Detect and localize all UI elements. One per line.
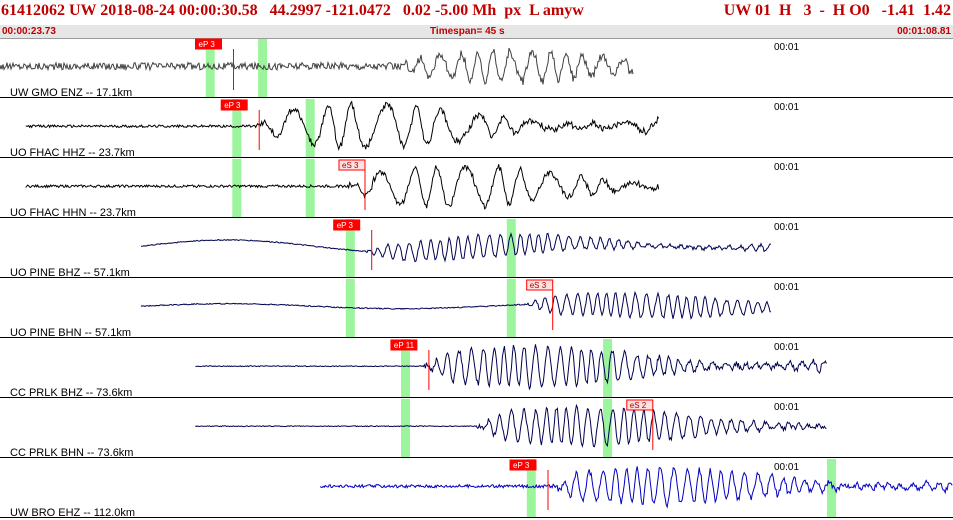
- end-time: 00:01:08.81: [897, 26, 951, 37]
- channel-label: UO FHAC HHN -- 23.7km: [10, 207, 136, 219]
- minute-tick-label: 00:01: [774, 282, 799, 293]
- seismic-trace: [0, 47, 634, 86]
- pick-window: [305, 99, 315, 158]
- seismic-trace: [195, 403, 827, 448]
- pick-label-box[interactable]: [526, 279, 554, 291]
- pick-label: eP 11: [394, 341, 415, 350]
- trace-panel[interactable]: eP 3 00:01 UW BRO EHZ -- 112.0km: [0, 459, 953, 519]
- seismic-trace: [195, 344, 827, 391]
- seismic-trace: [140, 290, 772, 320]
- seismogram-panels[interactable]: eP 3 00:01 UW GMO ENZ -- 17.1km eP 3 00:01 UO…: [0, 38, 953, 520]
- trace-panel[interactable]: eS 3 00:01 UO FHAC HHN -- 23.7km: [0, 159, 953, 219]
- start-time: 00:00:23.73: [2, 26, 56, 37]
- channel-info-line: UW 01 H 3 - H O0 -1.41 1.42: [723, 2, 951, 19]
- trace-panel[interactable]: eS 3 00:01 UO PINE BHN -- 57.1km: [0, 279, 953, 339]
- trace-panel[interactable]: eP 3 00:01 UO PINE BHZ -- 57.1km: [0, 219, 953, 279]
- pick-window: [827, 459, 836, 518]
- pick-window: [305, 159, 315, 218]
- pick-label: eP 3: [224, 101, 241, 110]
- trace-panel[interactable]: eP 3 00:01 UW GMO ENZ -- 17.1km: [0, 38, 953, 99]
- pick-label: eS 3: [342, 161, 359, 170]
- event-info-line: 61412062 UW 2018-08-24 00:00:30.58 44.29…: [1, 2, 584, 19]
- trace-panel[interactable]: eP 11 00:01 CC PRLK BHZ -- 73.6km: [0, 339, 953, 399]
- pick-window: [603, 339, 613, 398]
- seismic-trace: [25, 164, 660, 210]
- pick-window: [603, 399, 613, 458]
- timespan-label: Timespan= 45 s: [430, 26, 505, 37]
- pick-label: eS 2: [630, 401, 647, 410]
- channel-label: UO PINE BHN -- 57.1km: [10, 327, 131, 339]
- minute-tick-label: 00:01: [774, 102, 799, 113]
- timespan-bar: 00:00:23.73 Timespan= 45 s 00:01:08.81: [0, 25, 953, 39]
- event-header: 61412062 UW 2018-08-24 00:00:30.58 44.29…: [0, 0, 953, 25]
- pick-window: [205, 39, 215, 98]
- minute-tick-label: 00:01: [774, 402, 799, 413]
- pick-label-box[interactable]: [338, 159, 366, 171]
- pick-window: [345, 279, 355, 338]
- pick-label-box[interactable]: [333, 219, 361, 231]
- pick-label: eS 3: [530, 281, 547, 290]
- seismic-trace: [25, 100, 660, 152]
- pick-label-box[interactable]: [390, 339, 418, 351]
- minute-tick-label: 00:01: [774, 42, 799, 53]
- channel-label: CC PRLK BHZ -- 73.6km: [10, 387, 132, 399]
- pick-window: [506, 219, 516, 278]
- pick-label-box[interactable]: [626, 399, 654, 411]
- pick-label-box[interactable]: [195, 38, 222, 50]
- pick-label: eP 3: [513, 461, 530, 470]
- pick-label-box[interactable]: [509, 459, 537, 471]
- pick-window: [401, 399, 410, 458]
- channel-label: UW BRO EHZ -- 112.0km: [10, 507, 135, 519]
- pick-window: [401, 339, 410, 398]
- seismic-trace: [319, 466, 953, 509]
- trace-panel[interactable]: eP 3 00:01 UO FHAC HHZ -- 23.7km: [0, 99, 953, 159]
- pick-label-box[interactable]: [220, 99, 248, 111]
- channel-label: UO PINE BHZ -- 57.1km: [10, 267, 130, 279]
- pick-window: [526, 459, 536, 518]
- minute-tick-label: 00:01: [774, 162, 799, 173]
- channel-label: UO FHAC HHZ -- 23.7km: [10, 147, 135, 159]
- pick-label: eP 3: [199, 40, 216, 49]
- seismic-trace: [141, 232, 772, 263]
- minute-tick-label: 00:01: [774, 222, 799, 233]
- pick-label: eP 3: [337, 221, 354, 230]
- pick-window: [345, 219, 355, 278]
- trace-panel[interactable]: eS 2 00:01 CC PRLK BHN -- 73.6km: [0, 399, 953, 459]
- channel-label: UW GMO ENZ -- 17.1km: [10, 87, 132, 99]
- minute-tick-label: 00:01: [774, 342, 799, 353]
- minute-tick-label: 00:01: [774, 462, 799, 473]
- pick-window: [506, 279, 516, 338]
- channel-label: CC PRLK BHN -- 73.6km: [10, 447, 133, 459]
- pick-window: [232, 99, 242, 158]
- pick-window: [232, 159, 242, 218]
